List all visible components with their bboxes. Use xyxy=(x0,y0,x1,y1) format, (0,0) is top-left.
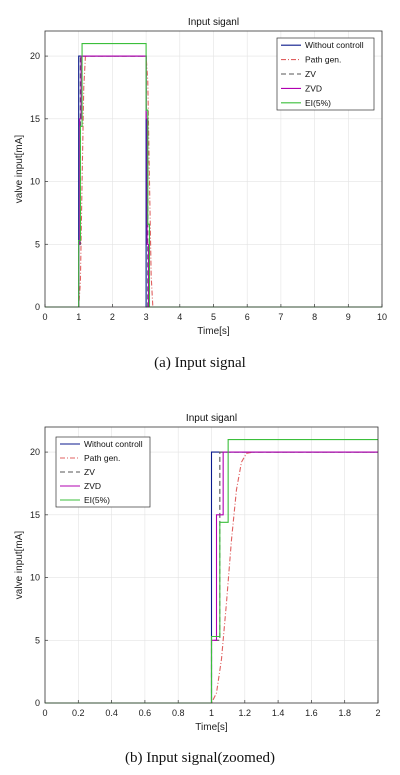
legend-label: EI(5%) xyxy=(305,98,331,108)
caption-a: (a) Input signal xyxy=(154,355,246,371)
x-tick-label: 0.4 xyxy=(105,708,118,718)
legend-label: Without controll xyxy=(305,40,364,50)
legend-label: ZV xyxy=(84,467,95,477)
x-tick-label: 0.2 xyxy=(72,708,85,718)
x-tick-label: 1 xyxy=(76,312,81,322)
legend: Without controll Path gen. ZV ZVD EI(5%) xyxy=(55,436,151,508)
series-line-path-gen xyxy=(45,55,382,308)
x-tick-label: 3 xyxy=(144,312,149,322)
legend-label: EI(5%) xyxy=(84,495,110,505)
x-tick-label: 1.6 xyxy=(305,708,318,718)
caption-b: (b) Input signal(zoomed) xyxy=(125,750,275,766)
y-tick-label: 5 xyxy=(35,635,40,645)
axes-box xyxy=(44,30,383,308)
x-tick-label: 4 xyxy=(177,312,182,322)
series-line-ei-5 xyxy=(45,42,382,308)
y-tick-label: 0 xyxy=(35,302,40,312)
legend: Without controll Path gen. ZV ZVD EI(5%) xyxy=(276,37,375,111)
x-tick-label: 2 xyxy=(375,708,380,718)
x-tick-label: 1.4 xyxy=(272,708,285,718)
chart-title: Input siganl xyxy=(188,17,239,28)
x-tick-label: 7 xyxy=(278,312,283,322)
legend-label: ZVD xyxy=(84,481,101,491)
x-axis-label: Time[s] xyxy=(197,326,230,337)
x-tick-label: 0.8 xyxy=(172,708,185,718)
chart-title: Input siganl xyxy=(186,413,237,424)
y-tick-label: 10 xyxy=(30,573,40,583)
y-tick-label: 5 xyxy=(35,239,40,249)
y-tick-label: 0 xyxy=(35,698,40,708)
x-axis-label: Time[s] xyxy=(195,722,228,733)
series-line-ei-5 xyxy=(45,438,378,704)
legend-label: Path gen. xyxy=(84,453,120,463)
x-tick-label: 6 xyxy=(245,312,250,322)
x-tick-label: 9 xyxy=(346,312,351,322)
legend-label: Without controll xyxy=(84,439,143,449)
chart-0: 0 1 2 3 4 5 6 7 8 9 10 0 5 10 15 20 Input siganl Time[s] v… xyxy=(14,17,387,337)
legend-label: Path gen. xyxy=(305,55,341,65)
x-tick-label: 1.8 xyxy=(338,708,351,718)
legend-label: ZVD xyxy=(305,83,322,93)
y-tick-label: 15 xyxy=(30,114,40,124)
chart-1: 0 0.2 0.4 0.6 0.8 1 1.2 1.4 1.6 1.8 205101520Input… xyxy=(14,413,381,733)
x-tick-label: 0 xyxy=(42,708,47,718)
y-tick-label: 20 xyxy=(30,447,40,457)
y-tick-label: 20 xyxy=(30,51,40,61)
x-tick-label: 10 xyxy=(377,312,387,322)
x-tick-label: 5 xyxy=(211,312,216,322)
legend-label: ZV xyxy=(305,69,316,79)
x-tick-label: 0.6 xyxy=(139,708,152,718)
y-tick-label: 15 xyxy=(30,510,40,520)
y-axis-label: valve input[mA] xyxy=(14,531,25,600)
x-tick-label: 8 xyxy=(312,312,317,322)
x-tick-label: 2 xyxy=(110,312,115,322)
series-line-path-gen xyxy=(45,451,378,704)
x-tick-label: 0 xyxy=(42,312,47,322)
x-tick-label: 1.2 xyxy=(239,708,252,718)
x-tick-label: 1 xyxy=(209,708,214,718)
y-axis-label: valve input[mA] xyxy=(14,135,25,204)
y-tick-label: 10 xyxy=(30,177,40,187)
axes-box xyxy=(44,426,379,704)
